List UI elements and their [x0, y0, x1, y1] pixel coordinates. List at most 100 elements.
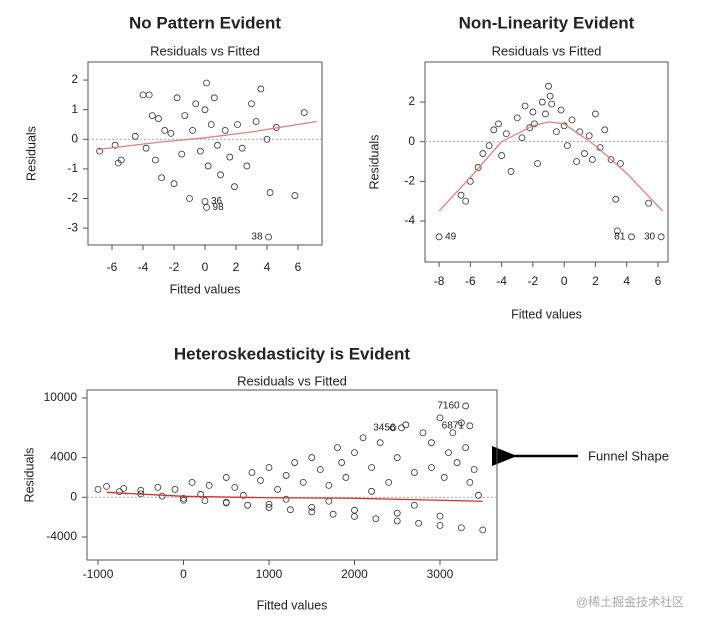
y-tick-label: -1 — [67, 161, 78, 175]
point — [502, 130, 510, 138]
point — [393, 509, 401, 517]
point — [203, 79, 210, 87]
point — [180, 496, 187, 504]
point — [115, 488, 123, 496]
y-tick-label: -2 — [67, 191, 78, 205]
point — [201, 497, 209, 505]
point — [286, 506, 294, 514]
x-tick-label: -4 — [496, 274, 507, 288]
point — [186, 195, 193, 202]
x-tick-label: 0 — [202, 260, 209, 274]
point — [548, 100, 556, 108]
point-label: 3456 — [373, 422, 396, 433]
point — [351, 513, 358, 520]
x-tick-label: -1000 — [83, 567, 114, 581]
point — [221, 127, 229, 134]
y-tick-label: 0 — [70, 489, 77, 503]
point — [201, 198, 209, 205]
x-axis-label: Fitted values — [511, 307, 582, 321]
point — [601, 126, 609, 134]
point — [607, 156, 615, 163]
point — [440, 474, 448, 481]
point — [148, 112, 156, 119]
x-tick-label: -4 — [138, 260, 149, 274]
point — [238, 144, 246, 152]
annotation: Funnel Shape — [588, 448, 669, 463]
point — [526, 124, 534, 132]
y-tick-label: -2 — [404, 173, 415, 187]
point — [161, 127, 169, 134]
point — [158, 174, 166, 182]
point-label: 36 — [211, 196, 223, 207]
point — [178, 150, 186, 158]
point-label: 6871 — [442, 420, 465, 431]
point — [137, 486, 145, 494]
point — [181, 112, 189, 119]
point — [521, 102, 529, 110]
point — [612, 195, 620, 203]
point — [462, 197, 470, 205]
point — [542, 110, 549, 118]
point — [180, 494, 187, 502]
point — [657, 233, 665, 241]
point — [436, 512, 444, 520]
x-tick-label: 6 — [295, 260, 302, 274]
point — [428, 464, 435, 471]
point — [265, 464, 273, 471]
point — [263, 135, 271, 143]
point — [257, 477, 264, 484]
point — [239, 491, 247, 499]
x-tick-label: 6 — [655, 274, 662, 288]
point — [170, 180, 178, 188]
point — [588, 156, 596, 163]
chart-title: Heteroskedasticity is Evident — [174, 344, 411, 363]
x-axis-label: Fitted values — [170, 282, 241, 296]
x-tick-label: 4 — [264, 260, 271, 274]
point — [563, 142, 571, 150]
point — [436, 522, 444, 529]
point — [466, 478, 474, 486]
point — [479, 526, 487, 534]
y-axis-label: Residuals — [367, 135, 381, 190]
point — [154, 483, 162, 491]
point — [342, 474, 350, 481]
point — [415, 519, 423, 527]
point — [94, 485, 102, 493]
chart-title: No Pattern Evident — [129, 13, 281, 32]
point-label: 49 — [445, 231, 457, 242]
point — [372, 515, 380, 523]
point-label: 30 — [644, 231, 656, 242]
point — [299, 478, 307, 486]
point — [393, 454, 401, 461]
trend-line — [438, 121, 664, 212]
point — [592, 110, 599, 118]
point — [613, 227, 621, 235]
point — [457, 191, 465, 199]
x-tick-label: 0 — [180, 567, 187, 581]
point — [385, 478, 393, 486]
point — [158, 492, 166, 500]
point — [475, 491, 482, 499]
y-tick-label: -3 — [67, 220, 78, 234]
point — [226, 153, 234, 161]
point — [96, 147, 104, 155]
point — [231, 183, 238, 191]
point — [436, 414, 444, 422]
point — [308, 508, 316, 516]
point — [368, 487, 375, 495]
point — [368, 464, 375, 471]
point — [445, 449, 452, 457]
trend-line — [96, 120, 317, 151]
point — [490, 126, 498, 134]
point — [581, 150, 588, 157]
point — [316, 466, 324, 473]
chart-subtitle: Residuals vs Fitted — [237, 373, 347, 388]
point — [266, 189, 274, 196]
point — [203, 203, 210, 211]
point — [192, 100, 200, 108]
point — [300, 109, 308, 117]
point — [155, 115, 162, 122]
point — [435, 233, 443, 241]
point — [207, 121, 215, 128]
y-tick-label: 1 — [71, 102, 78, 116]
